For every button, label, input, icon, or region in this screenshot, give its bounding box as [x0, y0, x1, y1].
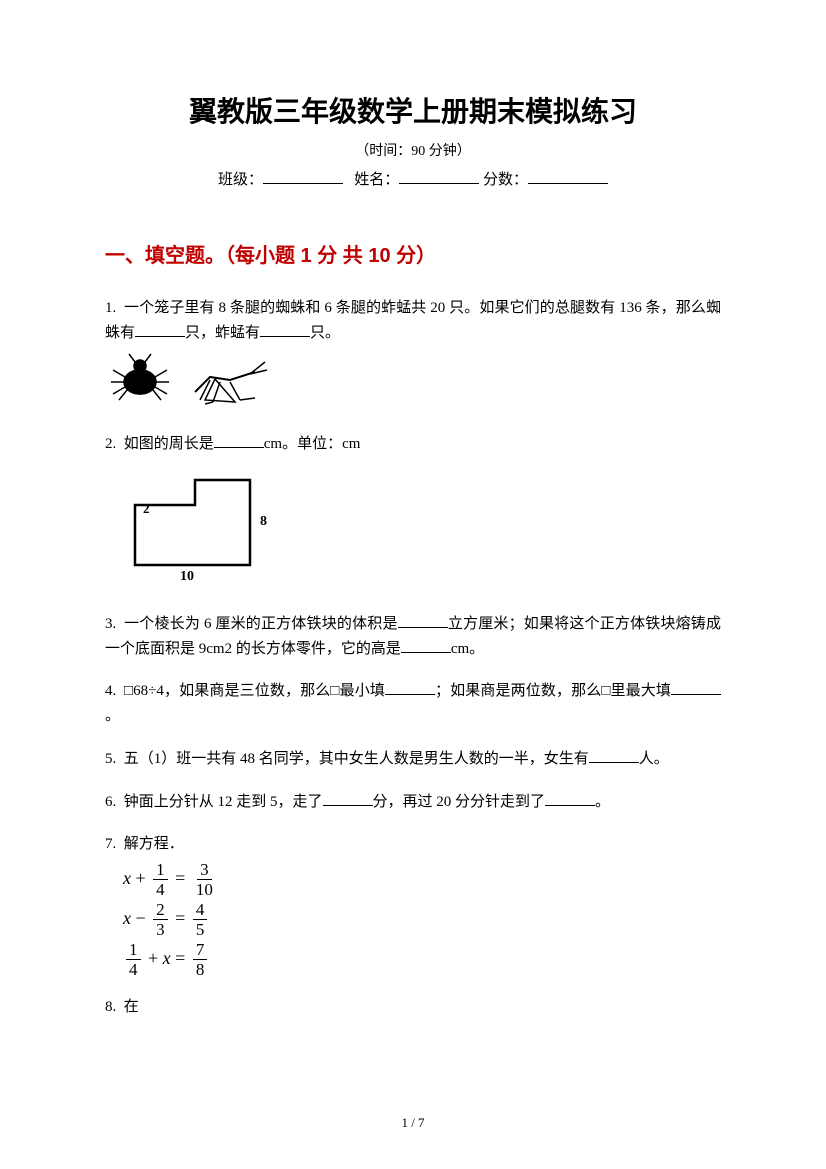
q3-text-a: 一个棱长为 6 厘米的正方体铁块的体积是	[124, 616, 398, 632]
exam-title: 翼教版三年级数学上册期末模拟练习	[105, 90, 721, 130]
q5-blank[interactable]	[589, 751, 639, 763]
q2-num: 2.	[105, 436, 116, 452]
question-1: 1. 一个笼子里有 8 条腿的蜘蛛和 6 条腿的蚱蜢共 20 只。如果它们的总腿…	[105, 296, 721, 414]
bug-illustration	[105, 352, 721, 415]
q4-text-b: ；如果商是两位数，那么□里最大填	[435, 683, 671, 699]
q3-blank-2[interactable]	[401, 641, 451, 653]
q4-blank-2[interactable]	[671, 683, 721, 695]
q7-num: 7.	[105, 836, 116, 852]
q6-blank-2[interactable]	[545, 794, 595, 806]
q4-blank-1[interactable]	[385, 683, 435, 695]
q6-blank-1[interactable]	[323, 794, 373, 806]
q6-text-a: 钟面上分针从 12 走到 5，走了	[124, 794, 323, 810]
diagram-label-8: 8	[260, 514, 267, 529]
q6-text-c: 。	[595, 794, 610, 810]
question-8: 8. 在	[105, 995, 721, 1020]
page-number: 1 / 7	[0, 1115, 826, 1131]
q1-num: 1.	[105, 300, 116, 316]
q4-text-c: 。	[105, 708, 120, 724]
q6-num: 6.	[105, 794, 116, 810]
class-label: 班级：	[218, 172, 263, 188]
q2-text-b: cm。单位：cm	[264, 436, 361, 452]
exam-time: （时间：90 分钟）	[105, 140, 721, 160]
score-blank[interactable]	[528, 170, 608, 184]
perimeter-diagram: 2 8 10	[115, 465, 721, 594]
diagram-label-2: 2	[143, 501, 150, 516]
equation-group: x + 14 = 310 x − 23 = 45 14 + x = 78	[123, 861, 721, 977]
q3-text-c: cm。	[451, 641, 484, 657]
diagram-label-10: 10	[180, 569, 194, 584]
section-1-heading: 一、填空题。（每小题 1 分 共 10 分）	[105, 239, 721, 268]
equation-2: x − 23 = 45	[123, 901, 721, 937]
q2-text-a: 如图的周长是	[124, 436, 214, 452]
equation-1: x + 14 = 310	[123, 861, 721, 897]
q5-text-b: 人。	[639, 751, 669, 767]
student-info-line: 班级： 姓名： 分数：	[105, 168, 721, 189]
question-2: 2. 如图的周长是 cm。单位：cm 2 8 10	[105, 432, 721, 594]
q6-text-b: 分，再过 20 分分针走到了	[373, 794, 546, 810]
question-5: 5. 五（1）班一共有 48 名同学，其中女生人数是男生人数的一半，女生有 人。	[105, 747, 721, 772]
q3-blank-1[interactable]	[398, 616, 448, 628]
q3-num: 3.	[105, 616, 116, 632]
q5-num: 5.	[105, 751, 116, 767]
class-blank[interactable]	[263, 170, 343, 184]
question-6: 6. 钟面上分针从 12 走到 5，走了 分，再过 20 分分针走到了 。	[105, 790, 721, 815]
equation-3: 14 + x = 78	[123, 941, 721, 977]
q4-num: 4.	[105, 683, 116, 699]
q5-text-a: 五（1）班一共有 48 名同学，其中女生人数是男生人数的一半，女生有	[124, 751, 589, 767]
q4-text-a: □68÷4，如果商是三位数，那么□最小填	[124, 683, 385, 699]
question-4: 4. □68÷4，如果商是三位数，那么□最小填 ；如果商是两位数，那么□里最大填。	[105, 679, 721, 729]
q1-blank-2[interactable]	[260, 325, 310, 337]
name-blank[interactable]	[399, 170, 479, 184]
question-3: 3. 一个棱长为 6 厘米的正方体铁块的体积是立方厘米；如果将这个正方体铁块熔铸…	[105, 612, 721, 662]
q1-text-b: 只，蚱蜢有	[185, 325, 260, 341]
name-label: 姓名：	[354, 172, 399, 188]
score-label: 分数：	[483, 172, 528, 188]
question-7: 7. 解方程． x + 14 = 310 x − 23 = 45 14 + x …	[105, 832, 721, 977]
q2-blank[interactable]	[214, 436, 264, 448]
q8-text: 在	[124, 999, 139, 1015]
q8-num: 8.	[105, 999, 116, 1015]
q1-blank-1[interactable]	[135, 325, 185, 337]
q1-text-c: 只。	[310, 325, 340, 341]
q7-text: 解方程．	[124, 836, 184, 852]
